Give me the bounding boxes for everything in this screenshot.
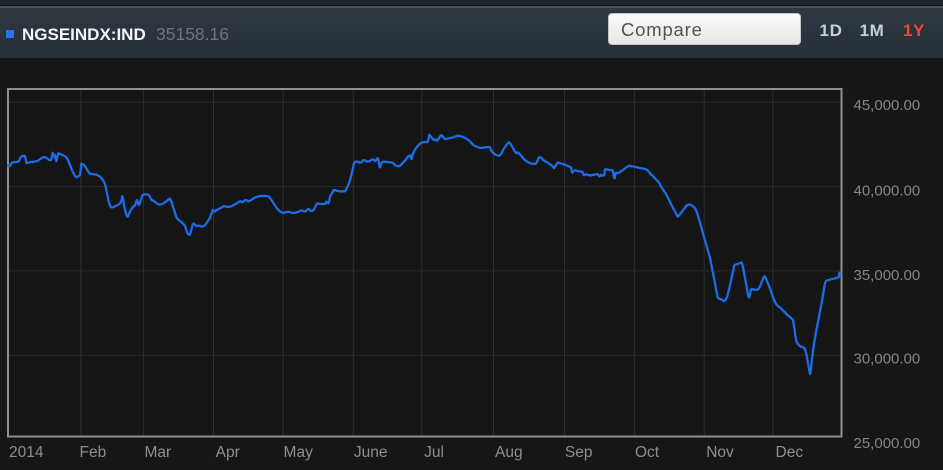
svg-text:45,000.00: 45,000.00 [854, 97, 921, 114]
svg-text:Feb: Feb [80, 444, 107, 461]
svg-text:Mar: Mar [144, 444, 171, 461]
svg-text:35,000.00: 35,000.00 [854, 267, 921, 284]
svg-text:30,000.00: 30,000.00 [854, 351, 921, 368]
svg-text:Nov: Nov [706, 444, 734, 461]
svg-text:June: June [354, 444, 388, 461]
svg-text:Sep: Sep [565, 444, 593, 461]
svg-text:Jul: Jul [424, 444, 444, 461]
svg-text:May: May [284, 444, 314, 461]
svg-text:Aug: Aug [495, 444, 523, 461]
svg-text:Dec: Dec [776, 444, 804, 461]
svg-text:25,000.00: 25,000.00 [854, 435, 921, 452]
svg-text:40,000.00: 40,000.00 [854, 183, 921, 200]
svg-text:Oct: Oct [635, 444, 660, 461]
svg-text:2014: 2014 [9, 444, 44, 461]
svg-text:Apr: Apr [216, 444, 240, 461]
